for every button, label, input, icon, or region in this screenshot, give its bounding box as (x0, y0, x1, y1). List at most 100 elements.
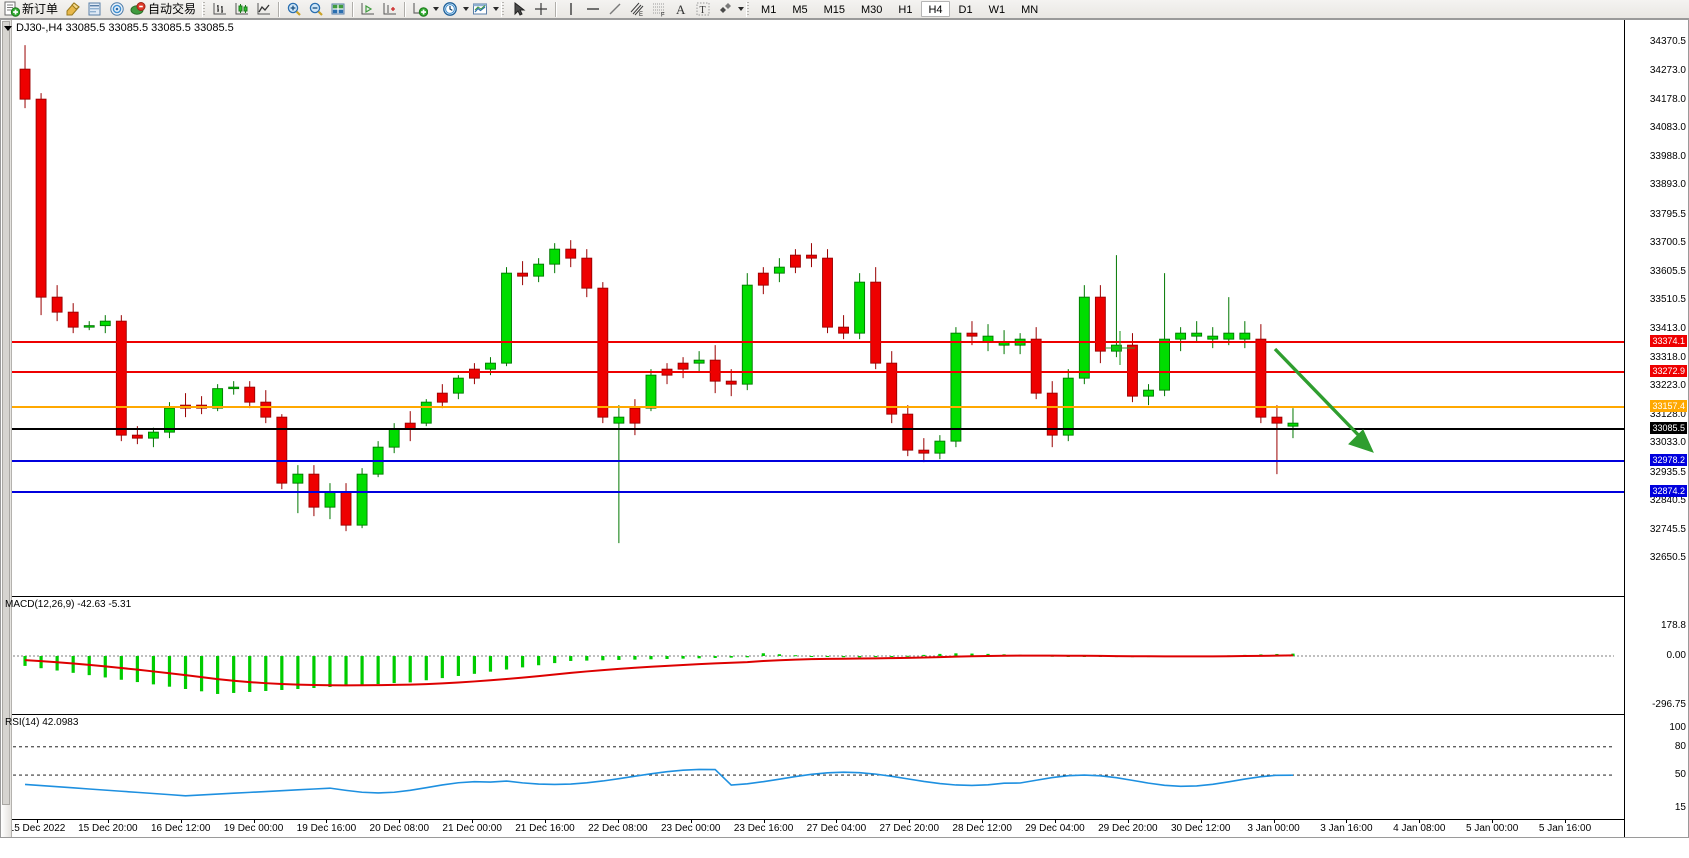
chart-vertical-scrollbar[interactable] (1, 20, 12, 837)
time-tick: 15 Dec 20:00 (78, 823, 138, 834)
macd-histogram-bar (424, 656, 428, 681)
macd-histogram-bar (745, 656, 749, 658)
candle-body (597, 287, 609, 418)
scrollbar-thumb[interactable] (2, 21, 10, 806)
period-dropdown-caret[interactable] (463, 7, 470, 11)
vertical-line-button[interactable] (561, 1, 581, 18)
navigator-button[interactable] (107, 1, 127, 18)
horizontal-line-button[interactable] (583, 1, 603, 18)
candle-body (276, 416, 288, 484)
timeframe-mn-button[interactable]: MN (1021, 4, 1039, 16)
indicators-dropdown-caret[interactable] (433, 7, 440, 11)
timeframe-h1-button[interactable]: H1 (898, 4, 913, 16)
time-tick-mark (399, 820, 401, 823)
timeframe-d1-button[interactable]: D1 (958, 4, 973, 16)
macd-label: MACD(12,26,9) -42.63 -5.31 (5, 599, 132, 610)
fibonacci-button[interactable]: F (649, 1, 669, 18)
price-tick: 33128.0 (1649, 408, 1686, 420)
candle-body (645, 374, 657, 409)
macd-histogram-bar (151, 656, 156, 685)
level-line-pivot[interactable] (1, 405, 1624, 408)
chart-window[interactable]: DJ30-,H4 33085.5 33085.5 33085.5 33085.5… (0, 19, 1689, 838)
candle-body (838, 326, 850, 334)
indicators-button[interactable] (410, 1, 430, 18)
price-pane[interactable] (1, 20, 1624, 597)
rsi-tick: 80 (1674, 740, 1686, 752)
macd-histogram-bar (183, 656, 188, 689)
toolbar-grip-3[interactable] (746, 1, 750, 17)
candle-body (468, 368, 480, 379)
zoom-out-button[interactable] (306, 1, 326, 18)
price-tick: 33988.0 (1649, 150, 1686, 162)
line-chart-button[interactable] (254, 1, 274, 18)
new-order-button[interactable]: 新订单 (3, 1, 61, 18)
candle-body (164, 407, 175, 433)
svg-text:T: T (700, 5, 706, 16)
time-axis[interactable]: 15 Dec 2022 15 Dec 20:00 16 Dec 12:00 19 De… (1, 819, 1624, 837)
rsi-pane[interactable]: RSI(14) 42.0983 (1, 716, 1624, 820)
timeframe-m15-button[interactable]: M15 (823, 4, 845, 16)
candle-body (693, 359, 705, 364)
time-tick-mark (909, 820, 911, 823)
period-button[interactable] (440, 1, 460, 18)
timeframe-m1-button[interactable]: M1 (761, 4, 777, 16)
zoom-in-button[interactable] (284, 1, 304, 18)
autotrade-button[interactable]: 自动交易 (129, 1, 199, 18)
grid-button[interactable] (328, 1, 348, 18)
time-tick-mark (1565, 820, 1566, 823)
timeframe-m30-button[interactable]: M30 (861, 4, 883, 16)
price-tick: 33795.5 (1649, 208, 1686, 220)
level-line-resistance-1[interactable] (1, 340, 1624, 343)
cursor-button[interactable] (509, 1, 529, 18)
time-tick-mark (1055, 820, 1056, 823)
candle-body (854, 281, 866, 334)
level-line-support-1[interactable] (1, 459, 1624, 462)
metaeditor-button[interactable] (63, 1, 83, 18)
candle-body (966, 332, 978, 337)
equidistant-channel-button[interactable]: E (627, 1, 647, 18)
macd-tick: 178.8 (1660, 620, 1686, 632)
candle-body (1110, 344, 1122, 352)
macd-pane[interactable]: MACD(12,26,9) -42.63 -5.31 (1, 598, 1624, 715)
templates-button[interactable] (470, 1, 490, 18)
text-button[interactable]: T (693, 1, 713, 18)
crosshair-button[interactable] (531, 1, 551, 18)
price-tick: 32745.5 (1649, 523, 1686, 535)
bar-chart-button[interactable] (210, 1, 230, 18)
time-tick-mark (1200, 820, 1202, 823)
macd-histogram-bar (713, 656, 717, 658)
candle-body (1239, 332, 1251, 340)
auto-scroll-button[interactable] (380, 1, 400, 18)
text-label-button[interactable]: A (671, 1, 691, 18)
templates-dropdown-caret[interactable] (493, 7, 500, 11)
level-line-current-price[interactable] (1, 427, 1624, 430)
toolbar-separator (278, 1, 281, 17)
timeframe-h4-button[interactable]: H4 (921, 1, 950, 17)
data-window-icon (88, 2, 101, 16)
chart-panes: 34370.5 34273.0 34178.0 34083.0 33988.0 33893… (1, 20, 1688, 837)
price-axis[interactable]: 34370.5 34273.0 34178.0 34083.0 33988.0 33893… (1624, 20, 1688, 837)
macd-histogram-bar (793, 655, 798, 657)
timeframe-w1-button[interactable]: W1 (988, 4, 1006, 16)
level-line-support-2[interactable] (1, 490, 1624, 493)
line-chart-icon (257, 3, 271, 15)
candle-body (709, 359, 721, 382)
trendline-button[interactable] (605, 1, 625, 18)
timeframe-m5-button[interactable]: M5 (792, 4, 808, 16)
clock-icon (443, 2, 457, 16)
shapes-dropdown-caret[interactable] (738, 7, 745, 11)
macd-histogram-bar (665, 656, 669, 659)
data-window-button[interactable] (85, 1, 105, 18)
candle-body (789, 254, 801, 268)
time-tick-mark (982, 820, 984, 823)
candle-body (1159, 338, 1171, 391)
candle-body (436, 392, 448, 403)
macd-histogram-bar (906, 655, 910, 657)
toolbar-grip[interactable] (202, 1, 206, 17)
chart-shift-button[interactable] (358, 1, 378, 18)
candlestick-chart-button[interactable] (232, 1, 252, 18)
chart-menu-caret-icon[interactable] (4, 25, 12, 31)
level-line-resistance-2[interactable] (1, 371, 1624, 374)
toolbar-grip-2[interactable] (501, 1, 505, 17)
shapes-button[interactable] (715, 1, 735, 18)
